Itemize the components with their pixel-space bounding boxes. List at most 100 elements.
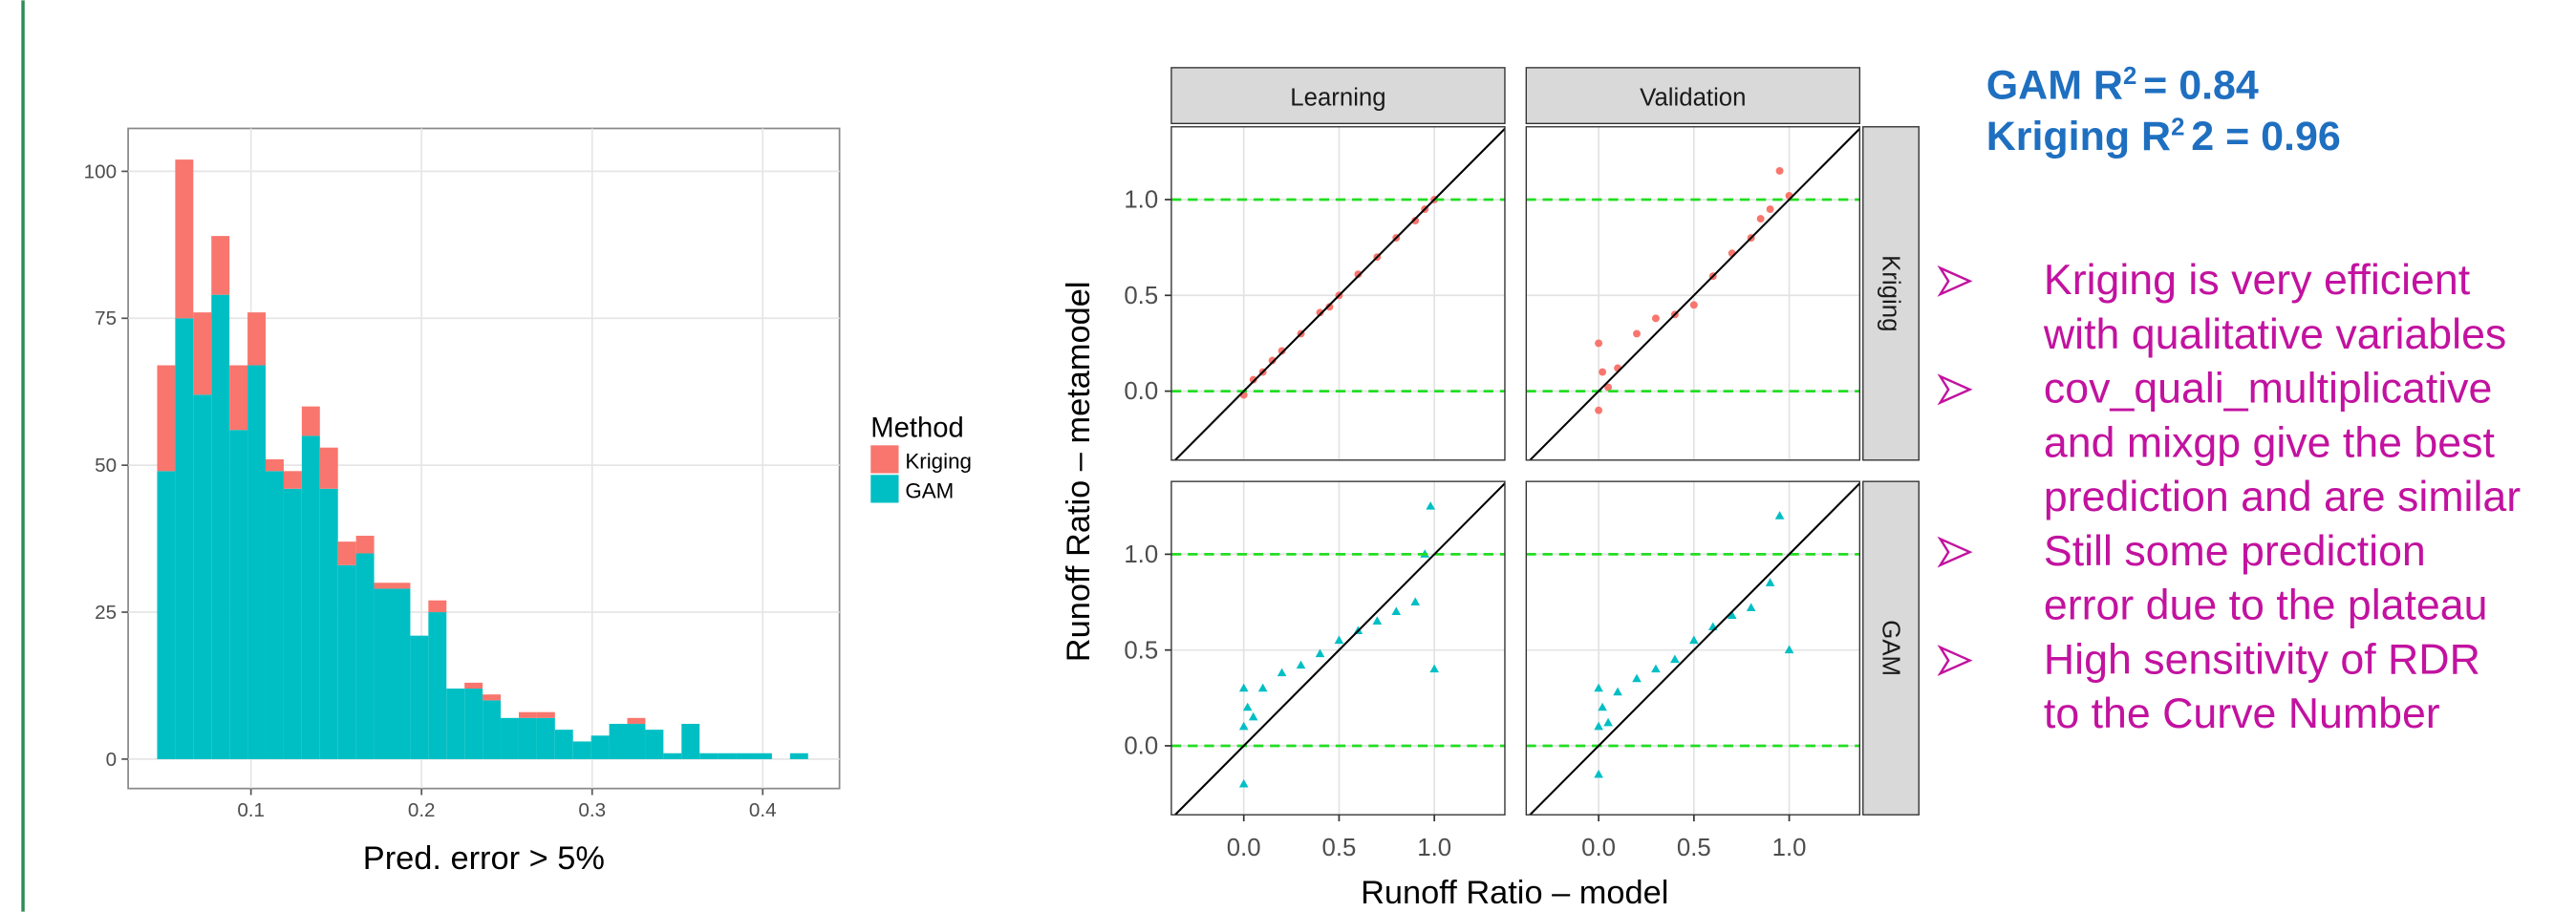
identity-line: [1173, 482, 1505, 816]
point: [1248, 711, 1258, 721]
point: [1354, 270, 1363, 279]
point: [1268, 356, 1277, 365]
x-tick-label: 1.0: [1772, 835, 1807, 861]
x-tick-label: 0.0: [1227, 835, 1261, 861]
point: [1689, 635, 1699, 645]
strip: [1862, 480, 1920, 816]
bar: [501, 717, 519, 759]
point: [1372, 616, 1383, 626]
x-tick-label: 0.0: [1581, 835, 1616, 861]
facet-panel: [1526, 126, 1860, 460]
y-tick-label: 0.5: [1124, 637, 1158, 664]
bar: [247, 365, 267, 759]
point: [1604, 383, 1613, 392]
point: [1249, 375, 1257, 384]
bullet-text: and mixgp give the best: [2044, 419, 2496, 466]
bar: [392, 588, 411, 759]
point: [1727, 610, 1737, 620]
x-tick-label: 0.3: [578, 799, 606, 821]
x-tick-label: 1.0: [1417, 835, 1451, 861]
stat-line: Kriging R2 2 = 0.96: [1986, 114, 2341, 159]
bar: [374, 583, 393, 589]
bullet-text: prediction and are similar: [2044, 474, 2521, 520]
strip: [1862, 126, 1920, 461]
bar: [355, 536, 375, 554]
point: [1594, 683, 1603, 692]
stat-superscript: 2: [2171, 114, 2184, 140]
bar: [464, 682, 483, 689]
point: [1594, 721, 1603, 731]
bullet-text: with qualitative variables: [2043, 311, 2506, 358]
strip: [1170, 67, 1506, 125]
bar: [645, 730, 664, 759]
point: [1775, 166, 1784, 175]
y-tick-label: 0.0: [1124, 378, 1158, 405]
point: [1603, 717, 1613, 727]
bar: [536, 711, 555, 718]
point: [1746, 603, 1756, 611]
point: [1598, 702, 1607, 711]
bullet-text: error due to the plateau: [2044, 583, 2488, 629]
legend-label: Kriging: [905, 449, 972, 473]
bullet-marker: [1937, 536, 1973, 568]
bar: [518, 717, 537, 759]
stat-superscript: 2: [2123, 63, 2136, 90]
y-tick-label: 0.5: [1124, 283, 1158, 309]
x-tick-label: 0.2: [408, 799, 436, 821]
x-tick-label: 0.5: [1322, 835, 1357, 861]
facet-panel: [1526, 481, 1860, 816]
stat-value: = 0.84: [2143, 63, 2259, 109]
bar: [229, 365, 248, 431]
bar: [301, 435, 320, 759]
bar: [337, 541, 356, 565]
bullet-text: to the Curve Number: [2044, 690, 2440, 737]
point: [1238, 683, 1249, 692]
point: [1429, 664, 1439, 673]
panel-border: [1525, 126, 1861, 461]
strip-label: Kriging: [1877, 255, 1903, 331]
bar: [753, 753, 772, 759]
point: [1633, 329, 1641, 338]
point: [1595, 406, 1603, 414]
strip-label: GAM: [1877, 620, 1903, 676]
bar: [319, 447, 338, 489]
bar: [718, 753, 737, 759]
stat-label: Kriging R: [1986, 114, 2171, 159]
bullet-text: High sensitivity of RDR: [2044, 636, 2480, 683]
point: [1315, 648, 1325, 658]
point: [1756, 215, 1765, 223]
y-tick-label: 75: [95, 308, 117, 329]
point: [1651, 664, 1661, 673]
bar: [211, 236, 230, 295]
point: [1632, 673, 1642, 683]
bullet-marker: [1937, 373, 1973, 406]
y-tick-label: 100: [84, 160, 117, 182]
point: [1325, 303, 1334, 311]
bullet-text: Still some prediction: [2044, 528, 2426, 575]
strip: [1525, 67, 1861, 125]
bar: [483, 700, 502, 759]
point: [1411, 217, 1420, 225]
bar: [193, 312, 212, 395]
panel-border: [1525, 480, 1861, 816]
bar: [247, 312, 267, 366]
y-tick-label: 25: [95, 602, 117, 624]
bar: [283, 471, 302, 489]
x-tick-label: 0.5: [1677, 835, 1711, 861]
point: [1257, 683, 1268, 692]
point: [1296, 660, 1306, 669]
point: [1689, 301, 1698, 309]
bar: [428, 612, 447, 759]
bar: [229, 430, 248, 759]
stat-value: 2 = 0.96: [2191, 114, 2341, 159]
x-axis-label: Pred. error > 5%: [363, 840, 605, 877]
identity-line: [1528, 482, 1860, 816]
point: [1426, 501, 1435, 510]
bar: [627, 717, 646, 724]
bar: [663, 753, 682, 759]
y-tick-label: 1.0: [1124, 187, 1158, 214]
point: [1651, 314, 1660, 323]
stat-label: GAM R: [1986, 63, 2123, 109]
bar: [627, 723, 646, 759]
